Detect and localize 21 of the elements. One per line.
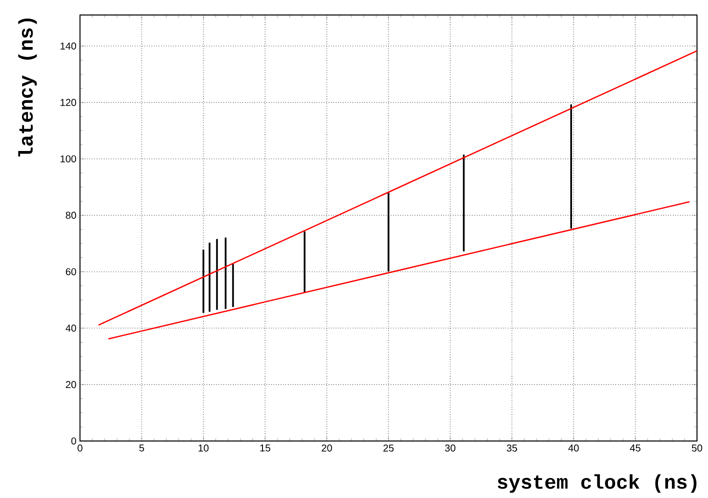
y-tick-label: 140: [60, 42, 76, 50]
x-tick-label: 35: [506, 444, 518, 452]
x-tick-label: 20: [322, 444, 332, 452]
x-tick-label: 15: [260, 444, 270, 452]
y-tick-label: 120: [60, 98, 76, 106]
y-tick-label: 80: [66, 212, 76, 219]
x-tick-label: 45: [630, 444, 640, 452]
x-tick-label: 0: [78, 444, 82, 452]
y-tick-label: 0: [71, 437, 76, 445]
x-tick-label: 25: [383, 444, 394, 452]
y-tick-label: 100: [60, 155, 76, 162]
x-axis-title: system clock (ns): [498, 474, 696, 493]
x-tick-label: 5: [139, 444, 144, 452]
x-tick-label: 50: [692, 444, 702, 452]
y-tick-label: 60: [66, 268, 76, 276]
y-tick-label: 40: [66, 324, 76, 332]
y-axis-title: latency (ns): [18, 18, 37, 157]
x-tick-label: 30: [445, 444, 456, 452]
y-tick-label: 20: [66, 381, 76, 388]
x-tick-label: 40: [568, 444, 579, 452]
x-tick-label: 10: [198, 444, 209, 452]
